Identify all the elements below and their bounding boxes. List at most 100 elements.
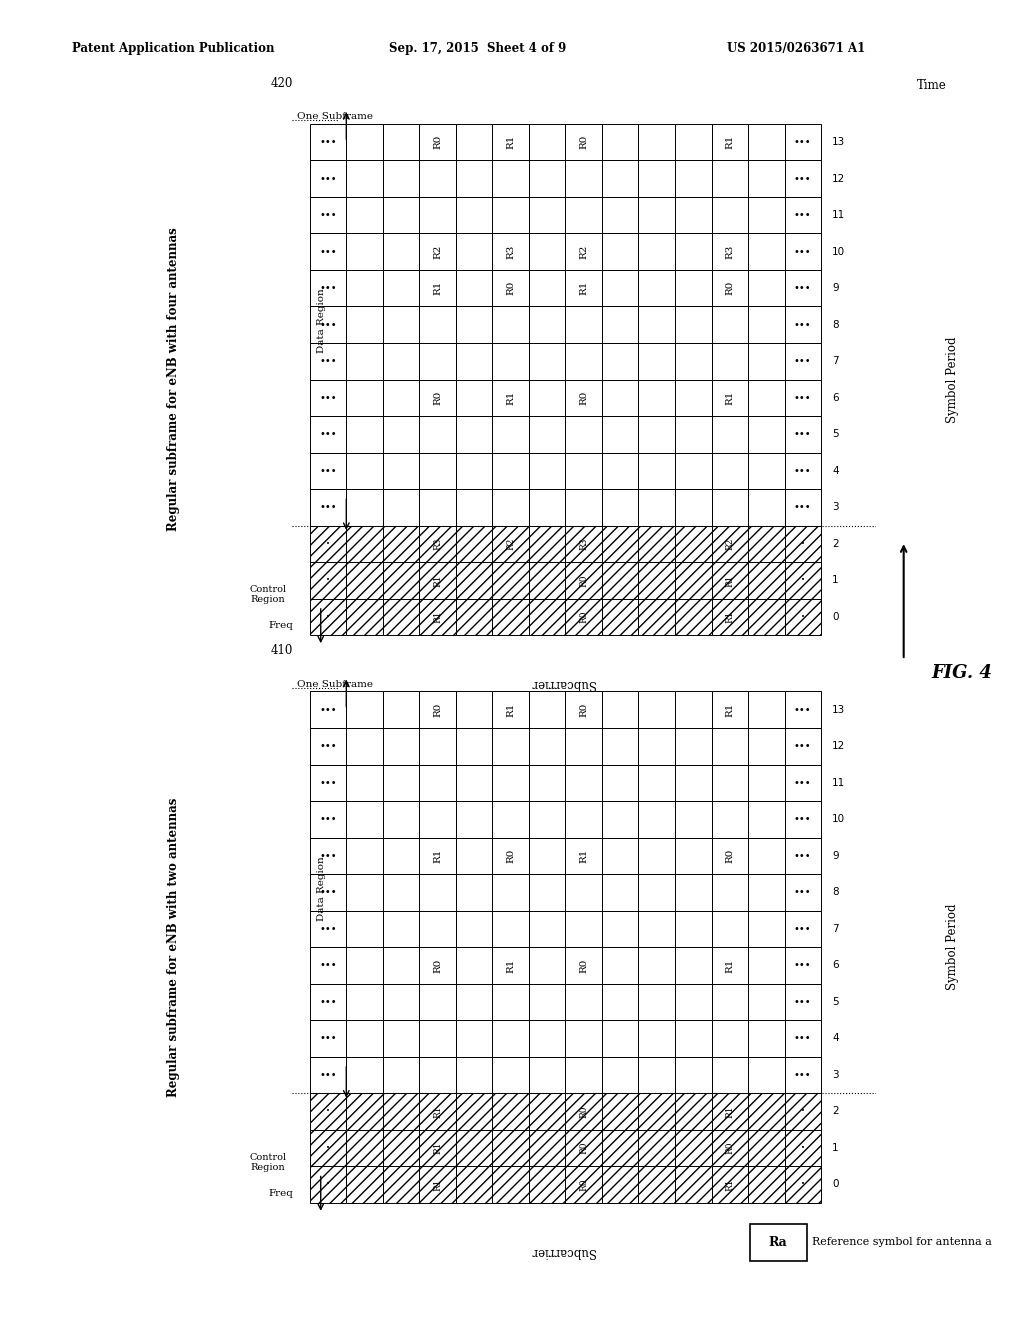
Bar bbox=[529, 343, 565, 380]
Bar bbox=[748, 197, 784, 234]
Text: R3: R3 bbox=[580, 537, 588, 550]
Text: Symbol Period: Symbol Period bbox=[946, 337, 959, 422]
Bar bbox=[456, 1020, 493, 1056]
Bar bbox=[529, 490, 565, 525]
Bar bbox=[675, 911, 712, 948]
Text: FIG. 4: FIG. 4 bbox=[932, 664, 992, 682]
Bar bbox=[602, 874, 638, 911]
Bar bbox=[493, 948, 529, 983]
Bar bbox=[420, 124, 456, 161]
Bar bbox=[310, 161, 346, 197]
Bar bbox=[565, 1167, 602, 1203]
Bar bbox=[310, 306, 346, 343]
Text: Subcarrier: Subcarrier bbox=[531, 1245, 595, 1258]
Text: Subcarrier: Subcarrier bbox=[531, 677, 595, 690]
Text: Data Region: Data Region bbox=[317, 289, 326, 354]
Bar bbox=[420, 729, 456, 764]
Bar bbox=[675, 692, 712, 729]
Bar bbox=[383, 234, 420, 271]
Bar bbox=[456, 234, 493, 271]
Bar bbox=[602, 1093, 638, 1130]
Text: •••: ••• bbox=[794, 284, 812, 293]
Bar bbox=[529, 1093, 565, 1130]
Bar bbox=[529, 416, 565, 453]
Bar bbox=[420, 380, 456, 416]
Bar bbox=[456, 983, 493, 1020]
Text: •••: ••• bbox=[794, 742, 812, 751]
Bar bbox=[675, 1056, 712, 1093]
Text: •••: ••• bbox=[319, 1034, 337, 1043]
Text: R0: R0 bbox=[580, 391, 588, 405]
Bar bbox=[529, 948, 565, 983]
Bar bbox=[565, 599, 602, 635]
Bar bbox=[748, 948, 784, 983]
Bar bbox=[529, 911, 565, 948]
Bar bbox=[310, 874, 346, 911]
Bar bbox=[310, 525, 346, 562]
Bar bbox=[529, 525, 565, 562]
Bar bbox=[748, 161, 784, 197]
Text: R3: R3 bbox=[725, 244, 734, 259]
Text: R1: R1 bbox=[725, 574, 734, 586]
Bar bbox=[346, 306, 383, 343]
Bar bbox=[675, 764, 712, 801]
Bar bbox=[529, 692, 565, 729]
Text: R2: R2 bbox=[433, 244, 442, 259]
Bar bbox=[638, 416, 675, 453]
Bar bbox=[675, 599, 712, 635]
Text: •: • bbox=[326, 1109, 330, 1114]
Text: •••: ••• bbox=[319, 961, 337, 970]
Bar bbox=[784, 801, 821, 838]
Bar bbox=[493, 729, 529, 764]
Bar bbox=[748, 562, 784, 599]
Bar bbox=[675, 1093, 712, 1130]
Bar bbox=[493, 1130, 529, 1167]
Bar bbox=[310, 1093, 346, 1130]
Bar bbox=[456, 948, 493, 983]
Bar bbox=[602, 234, 638, 271]
Bar bbox=[346, 764, 383, 801]
Text: •••: ••• bbox=[319, 137, 337, 147]
Text: 4: 4 bbox=[833, 466, 839, 475]
Bar bbox=[602, 948, 638, 983]
Bar bbox=[748, 1167, 784, 1203]
Bar bbox=[784, 874, 821, 911]
Bar bbox=[310, 1056, 346, 1093]
Bar bbox=[638, 1056, 675, 1093]
Bar bbox=[383, 416, 420, 453]
Bar bbox=[675, 234, 712, 271]
Text: •: • bbox=[326, 541, 330, 546]
Bar bbox=[529, 1167, 565, 1203]
Text: R1: R1 bbox=[433, 1179, 442, 1191]
Bar bbox=[493, 764, 529, 801]
Bar bbox=[748, 838, 784, 874]
Bar bbox=[310, 453, 346, 490]
Bar bbox=[638, 306, 675, 343]
Text: 11: 11 bbox=[833, 210, 845, 220]
Text: R3: R3 bbox=[506, 244, 515, 259]
Text: •: • bbox=[801, 1181, 805, 1188]
Bar bbox=[493, 306, 529, 343]
Bar bbox=[675, 416, 712, 453]
Bar bbox=[456, 838, 493, 874]
Bar bbox=[310, 1130, 346, 1167]
Bar bbox=[456, 692, 493, 729]
Bar bbox=[420, 801, 456, 838]
Bar bbox=[675, 161, 712, 197]
Bar bbox=[383, 764, 420, 801]
Bar bbox=[784, 764, 821, 801]
Bar bbox=[565, 562, 602, 599]
Text: R0: R0 bbox=[580, 1105, 588, 1118]
Text: •: • bbox=[801, 1144, 805, 1151]
Bar bbox=[456, 197, 493, 234]
Bar bbox=[784, 692, 821, 729]
Bar bbox=[456, 271, 493, 306]
Bar bbox=[493, 599, 529, 635]
Text: R1: R1 bbox=[433, 574, 442, 586]
Text: 10: 10 bbox=[833, 814, 845, 824]
Text: Regular subframe for eNB with four antennas: Regular subframe for eNB with four anten… bbox=[167, 227, 180, 532]
Bar bbox=[638, 161, 675, 197]
Bar bbox=[529, 838, 565, 874]
Bar bbox=[712, 1056, 748, 1093]
Bar bbox=[748, 453, 784, 490]
